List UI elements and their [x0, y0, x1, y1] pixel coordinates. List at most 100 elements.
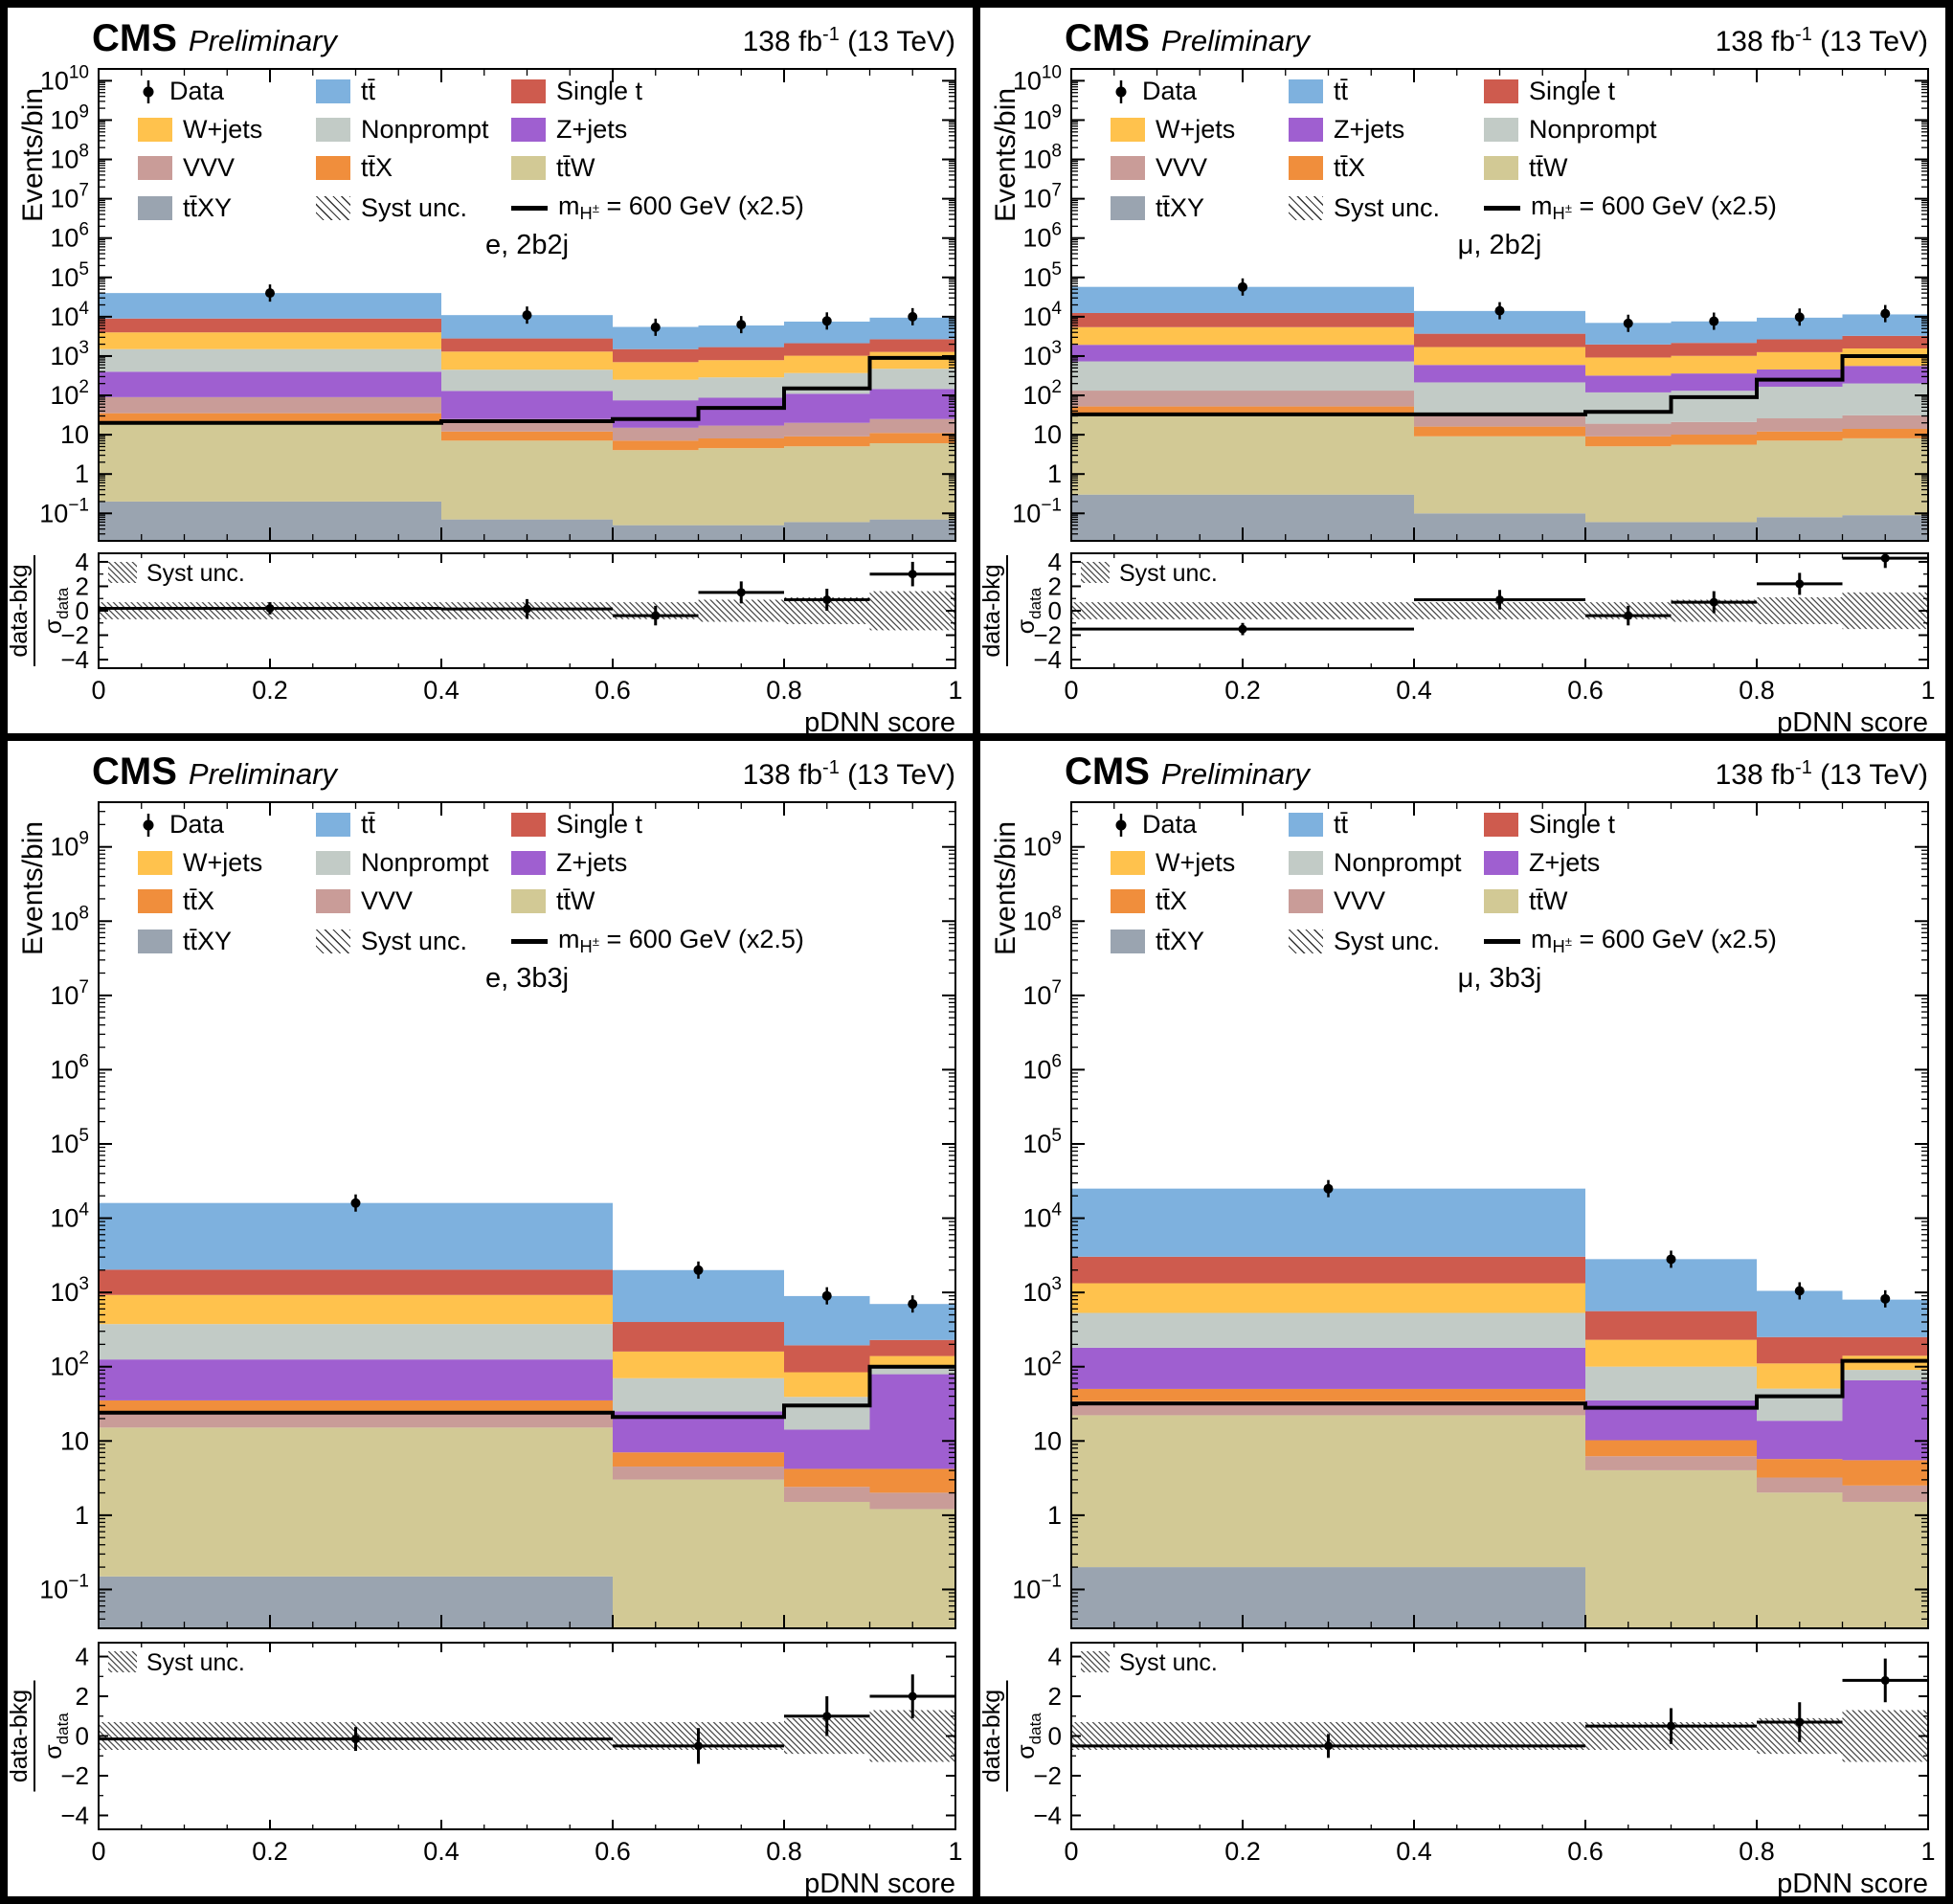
svg-text:σdata: σdata: [1013, 1713, 1044, 1759]
svg-text:−2: −2: [1033, 1761, 1062, 1790]
svg-text:10: 10: [1033, 420, 1062, 449]
svg-text:103: 103: [1022, 1274, 1062, 1307]
stacked-bands: [1071, 1188, 1928, 1628]
channel-label: e, 3b3j: [484, 963, 570, 994]
svg-text:0.8: 0.8: [766, 1837, 802, 1866]
svg-text:102: 102: [1022, 377, 1062, 410]
syst-band: [1071, 1710, 1928, 1762]
color-swatch-icon: [138, 156, 172, 180]
syst-swatch: [1081, 1651, 1110, 1672]
legend-item-process: VVV: [316, 886, 504, 916]
legend-item-process: Z+jets: [1484, 848, 1777, 878]
svg-text:107: 107: [50, 181, 89, 213]
color-swatch-icon: [511, 889, 546, 913]
svg-text:2: 2: [76, 571, 89, 600]
svg-text:2: 2: [1048, 1682, 1062, 1711]
data-marker-icon: [1115, 813, 1127, 837]
legend-item-process: tt̄XY: [1111, 191, 1281, 224]
stacked-bands: [99, 1202, 955, 1628]
legend: Data tt̄ Single t W+jets Nonprompt Z+jets tt̄X…: [138, 810, 804, 957]
legend-item-process: Single t: [511, 77, 804, 106]
lumi-label: 138 fb-1 (13 TeV): [1715, 24, 1928, 57]
legend-item-process: tt̄XY: [1111, 925, 1281, 957]
histogram-plot: 10−1110102103104105106107108109Events/bi…: [8, 801, 963, 1896]
color-swatch-icon: [138, 195, 172, 220]
ratio-points: [99, 561, 955, 626]
panel-header: CMS Preliminary 138 fb-1 (13 TeV): [980, 741, 1945, 793]
svg-text:4: 4: [76, 548, 89, 576]
signal-line: [99, 355, 955, 425]
svg-text:106: 106: [1022, 1051, 1062, 1084]
svg-text:−2: −2: [1033, 621, 1062, 650]
legend-item-process: tt̄XY: [138, 925, 308, 957]
signal-line-icon: [1484, 938, 1520, 944]
svg-text:105: 105: [50, 259, 89, 292]
svg-text:0: 0: [1064, 676, 1078, 705]
legend-item-data: Data: [138, 77, 308, 106]
legend-item-process: W+jets: [1111, 115, 1281, 145]
legend-item-process: VVV: [138, 153, 308, 183]
svg-text:104: 104: [50, 1200, 89, 1233]
legend-item-data: Data: [1111, 77, 1281, 106]
histogram-plot: 10−11101021031041051061071081091010Event…: [980, 62, 1936, 733]
y-axis-label: Events/bin: [17, 821, 49, 955]
signal-line: [99, 1364, 955, 1420]
svg-text:1: 1: [1920, 1837, 1935, 1866]
svg-text:0.4: 0.4: [1396, 676, 1432, 705]
color-swatch-icon: [511, 156, 546, 180]
channel-label: μ, 2b2j: [1457, 230, 1542, 260]
data-marker-icon: [1115, 79, 1127, 103]
svg-text:107: 107: [1022, 977, 1062, 1010]
plot-area: 10−1 1 10 102 103 104 105 106 107 108 109 1010 Event…: [8, 57, 973, 733]
svg-text:0: 0: [76, 596, 89, 625]
color-swatch-icon: [316, 79, 350, 103]
svg-text:0.6: 0.6: [595, 676, 631, 705]
svg-text:0.4: 0.4: [1396, 1837, 1432, 1866]
svg-text:0.6: 0.6: [1567, 676, 1604, 705]
svg-text:0: 0: [1048, 596, 1062, 625]
legend-item-process: Nonprompt: [316, 115, 504, 145]
svg-text:−4: −4: [60, 1801, 89, 1829]
lumi-label: 138 fb-1 (13 TeV): [1715, 757, 1928, 791]
legend-item-process: VVV: [1111, 153, 1281, 183]
legend-item-syst-unc: Syst unc.: [1289, 925, 1476, 957]
x-axis-label: pDNN score: [804, 1869, 955, 1896]
svg-text:102: 102: [50, 377, 89, 410]
histogram-plot: 10−1110102103104105106107108109Events/bi…: [980, 801, 1936, 1896]
axis-ticks: 10−1 1 10 102 103 104 105 106 107 108 109: [39, 802, 956, 1628]
legend-item-process: VVV: [1289, 886, 1476, 916]
color-swatch-icon: [511, 851, 546, 875]
svg-text:0: 0: [1064, 1837, 1078, 1866]
data-points: [1323, 1179, 1891, 1308]
svg-text:103: 103: [50, 1274, 89, 1307]
legend-item-data: Data: [1111, 810, 1281, 840]
x-axis-label: pDNN score: [1777, 1869, 1928, 1896]
svg-text:108: 108: [50, 142, 89, 174]
signal-line: [1071, 1358, 1928, 1410]
preliminary-label: Preliminary: [188, 24, 337, 57]
color-swatch-icon: [511, 118, 546, 142]
legend-item-data: Data: [138, 810, 308, 840]
svg-text:−2: −2: [60, 621, 89, 650]
svg-text:109: 109: [50, 101, 89, 134]
svg-text:10: 10: [1033, 1426, 1062, 1455]
svg-text:108: 108: [1022, 142, 1062, 174]
syst-swatch: [1081, 562, 1110, 583]
svg-text:data-bkg: data-bkg: [8, 1690, 33, 1782]
experiment-name: CMS: [1065, 750, 1150, 793]
legend-item-signal: mH± = 600 GeV (x2.5): [511, 925, 804, 957]
color-swatch-icon: [316, 889, 350, 913]
experiment-name: CMS: [92, 750, 177, 793]
ratio-panel: −4 −2 0 2 4 0 0.2 0.4 0.6 0.8 1 Syst unc.: [1033, 1642, 1936, 1866]
svg-text:109: 109: [50, 829, 89, 862]
svg-text:0.4: 0.4: [423, 1837, 460, 1866]
svg-text:108: 108: [50, 903, 89, 935]
panel-header: CMS Preliminary 138 fb-1 (13 TeV): [8, 741, 973, 793]
svg-text:10−1: 10−1: [1012, 495, 1062, 527]
svg-text:103: 103: [1022, 338, 1062, 370]
svg-text:0.6: 0.6: [595, 1837, 631, 1866]
lumi-label: 138 fb-1 (13 TeV): [742, 757, 955, 791]
x-axis-label: pDNN score: [1777, 707, 1928, 733]
legend-item-process: Single t: [1484, 810, 1777, 840]
svg-text:2: 2: [76, 1682, 89, 1711]
